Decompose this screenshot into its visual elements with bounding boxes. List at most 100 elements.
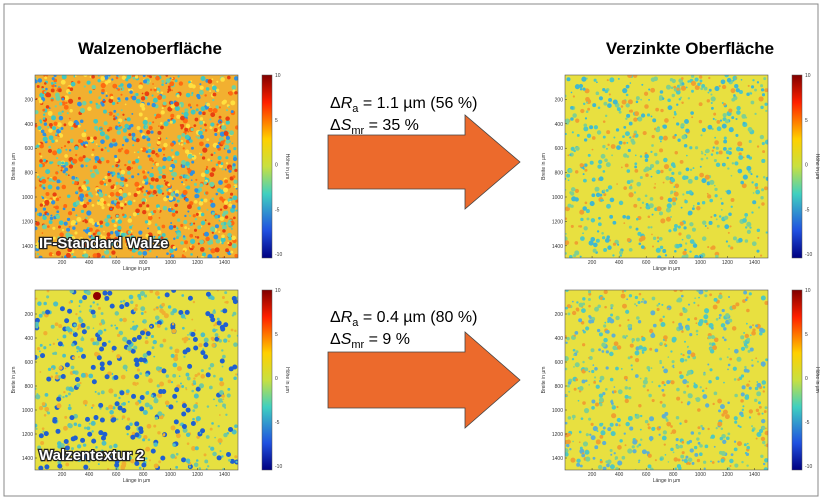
- texture-dot: [197, 236, 200, 239]
- texture-dot: [719, 150, 723, 154]
- texture-dot: [112, 207, 114, 209]
- texture-dot: [75, 75, 77, 77]
- texture-dot: [160, 126, 164, 130]
- texture-dot: [638, 461, 640, 463]
- texture-dot: [763, 386, 765, 388]
- texture-dot: [741, 392, 745, 396]
- texture-dot: [217, 320, 222, 325]
- texture-dot: [157, 226, 160, 229]
- texture-dot: [684, 249, 687, 252]
- texture-dot: [148, 216, 153, 221]
- texture-dot: [212, 212, 215, 215]
- texture-dot: [695, 78, 699, 82]
- texture-dot: [212, 99, 214, 101]
- texture-dot: [34, 227, 38, 231]
- texture-dot: [642, 298, 645, 301]
- texture-dot: [742, 218, 747, 223]
- texture-dot: [189, 234, 193, 238]
- texture-dot: [79, 318, 84, 323]
- texture-dot: [137, 126, 141, 130]
- texture-dot: [89, 159, 91, 161]
- texture-dot: [55, 93, 60, 98]
- texture-dot: [193, 377, 195, 379]
- texture-dot: [596, 81, 598, 83]
- texture-dot: [684, 144, 688, 148]
- texture-dot: [174, 101, 179, 106]
- texture-dot: [171, 149, 174, 152]
- texture-dot: [180, 224, 183, 227]
- texture-dot: [570, 458, 575, 463]
- variable: S: [341, 117, 352, 134]
- texture-dot: [667, 203, 672, 208]
- texture-dot: [202, 148, 207, 153]
- texture-dot: [570, 117, 574, 121]
- texture-dot: [622, 100, 627, 105]
- texture-dot: [74, 146, 78, 150]
- texture-dot: [611, 333, 615, 337]
- texture-dot: [573, 366, 575, 368]
- texture-dot: [761, 426, 765, 430]
- texture-dot: [672, 429, 677, 434]
- texture-dot: [635, 296, 638, 299]
- texture-dot: [644, 92, 648, 96]
- texture-dot: [86, 291, 91, 296]
- texture-dot: [100, 202, 104, 206]
- texture-dot: [689, 222, 693, 226]
- texture-dot: [666, 217, 671, 222]
- texture-dot: [707, 183, 710, 186]
- texture-dot: [226, 109, 228, 111]
- texture-dot: [759, 406, 762, 409]
- texture-dot: [668, 461, 670, 463]
- texture-dot: [64, 145, 66, 147]
- texture-dot: [226, 301, 229, 304]
- texture-dot: [92, 404, 95, 407]
- texture-dot: [761, 88, 764, 91]
- texture-dot: [635, 155, 637, 157]
- texture-dot: [200, 135, 204, 139]
- texture-dot: [750, 334, 752, 336]
- texture-dot: [155, 178, 159, 182]
- texture-dot: [651, 367, 653, 369]
- texture-dot: [170, 454, 175, 459]
- texture-dot: [138, 297, 141, 300]
- texture-dot: [52, 254, 54, 256]
- texture-dot: [63, 170, 66, 173]
- texture-dot: [734, 416, 738, 420]
- colorbar: [792, 75, 802, 258]
- texture-dot: [122, 402, 126, 406]
- texture-dot: [203, 354, 208, 359]
- texture-dot: [176, 236, 179, 239]
- texture-dot: [596, 92, 600, 96]
- texture-dot: [56, 179, 60, 183]
- texture-dot: [151, 150, 155, 154]
- texture-dot: [678, 323, 682, 327]
- texture-dot: [685, 242, 687, 244]
- texture-dot: [56, 157, 58, 159]
- texture-dot: [186, 347, 191, 352]
- texture-dot: [663, 124, 667, 128]
- texture-dot: [603, 120, 606, 123]
- texture-dot: [719, 314, 722, 317]
- texture-dot: [127, 166, 132, 171]
- variable: R: [341, 95, 353, 112]
- texture-dot: [185, 179, 187, 181]
- texture-dot: [714, 214, 717, 217]
- texture-dot: [628, 387, 631, 390]
- texture-dot: [230, 251, 233, 254]
- texture-dot: [189, 215, 191, 217]
- texture-dot: [157, 95, 162, 100]
- texture-dot: [212, 86, 217, 91]
- texture-dot: [91, 75, 95, 79]
- texture-dot: [135, 75, 139, 79]
- texture-dot: [55, 205, 59, 209]
- texture-dot: [674, 111, 676, 113]
- texture-dot: [655, 127, 660, 132]
- texture-dot: [116, 354, 120, 358]
- texture-dot: [40, 371, 42, 373]
- texture-dot: [42, 197, 44, 199]
- colorbar-tick-label: 10: [275, 288, 281, 294]
- texture-dot: [674, 250, 677, 253]
- texture-dot: [757, 81, 759, 83]
- texture-dot: [575, 119, 579, 123]
- texture-dot: [187, 210, 189, 212]
